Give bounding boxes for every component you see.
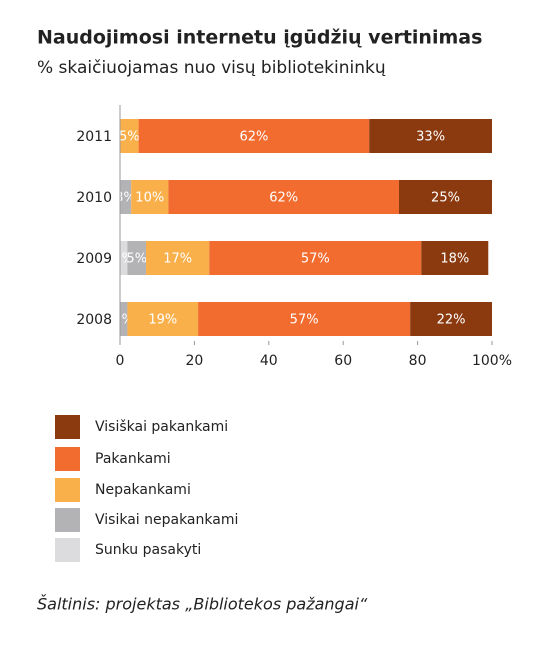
bar-segment xyxy=(410,302,492,336)
value-label: 10% xyxy=(135,191,164,206)
y-tick-label: 2009 xyxy=(76,251,112,267)
value-label: 25% xyxy=(431,191,460,206)
value-label: 19% xyxy=(148,313,177,328)
value-label: 62% xyxy=(269,191,298,206)
legend-label: Visikai nepakankami xyxy=(95,512,238,528)
bar-segment xyxy=(127,241,147,275)
bar-segment xyxy=(146,241,210,275)
value-label: 5% xyxy=(119,130,140,145)
y-tick-label: 2008 xyxy=(76,312,112,328)
legend-swatch xyxy=(55,447,80,471)
value-label: 57% xyxy=(301,252,330,267)
bar-segment xyxy=(120,302,128,336)
value-label: 62% xyxy=(239,130,268,145)
legend-label: Visiškai pakankami xyxy=(95,419,228,435)
bar-segment xyxy=(421,241,489,275)
y-tick-label: 2010 xyxy=(76,190,112,206)
legend-label: Nepakankami xyxy=(95,482,191,498)
bar-segment xyxy=(168,180,399,214)
bar-segment xyxy=(131,180,169,214)
bar-segment xyxy=(120,180,132,214)
value-label: 17% xyxy=(163,252,192,267)
x-tick-label: 40 xyxy=(260,353,278,369)
value-label: 5% xyxy=(126,252,147,267)
x-tick-label: 100% xyxy=(472,353,512,369)
x-tick-label: 80 xyxy=(409,353,427,369)
chart-subtitle: % skaičiuojamas nuo visų bibliotekininkų xyxy=(37,58,386,78)
bar-segment xyxy=(209,241,422,275)
legend-swatch xyxy=(55,415,80,439)
legend-label: Pakankami xyxy=(95,451,171,467)
bar-segment xyxy=(369,119,492,153)
value-label: 57% xyxy=(290,313,319,328)
value-label: 33% xyxy=(416,130,445,145)
bar-segment xyxy=(198,302,411,336)
legend-swatch xyxy=(55,508,80,532)
y-tick-label: 2011 xyxy=(76,129,112,145)
bar-segment xyxy=(138,119,370,153)
source: Šaltinis: projektas „Bibliotekos pažanga… xyxy=(37,595,368,614)
value-label: 18% xyxy=(440,252,469,267)
x-tick-label: 0 xyxy=(116,353,125,369)
legend-swatch xyxy=(55,478,80,502)
bar-segment xyxy=(120,241,128,275)
bar-segment xyxy=(399,180,492,214)
x-tick-label: 60 xyxy=(334,353,352,369)
value-label: 22% xyxy=(437,313,466,328)
legend-label: Sunku pasakyti xyxy=(95,542,201,558)
legend-swatch xyxy=(55,538,80,562)
bar-segment xyxy=(127,302,199,336)
chart-title: Naudojimosi internetu įgūdžių vertinimas xyxy=(37,27,482,49)
bar-segment xyxy=(120,119,139,153)
x-tick-label: 20 xyxy=(185,353,203,369)
